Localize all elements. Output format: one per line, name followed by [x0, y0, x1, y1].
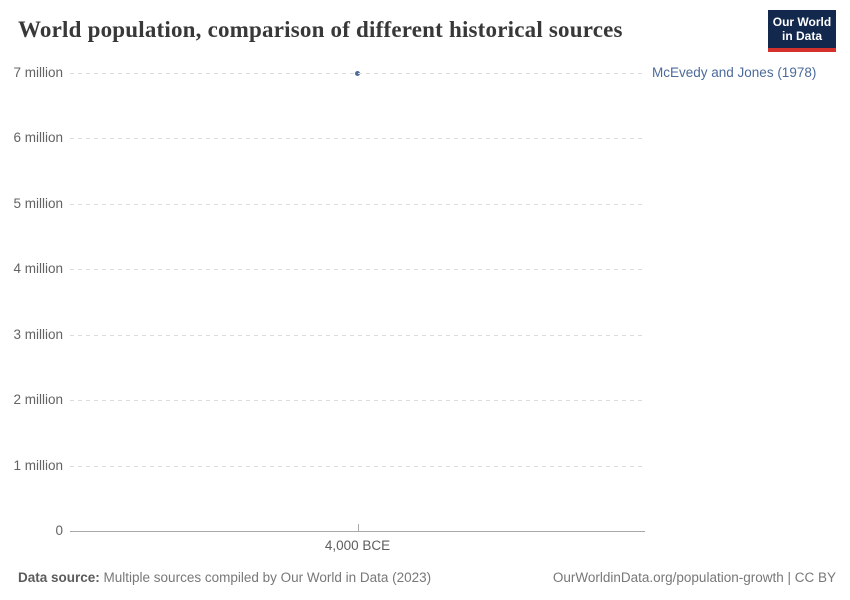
y-tick-label: 0 — [55, 523, 63, 538]
x-axis-tick-label: 4,000 BCE — [324, 538, 391, 553]
owid-logo-line2: in Data — [781, 29, 822, 43]
gridline — [70, 465, 645, 467]
data-source-label: Data source: — [18, 570, 100, 585]
gridline — [70, 73, 645, 74]
data-source-text: Multiple sources compiled by Our World i… — [99, 570, 432, 585]
x-axis-tick — [357, 524, 359, 531]
y-tick-label: 1 million — [13, 457, 63, 473]
gridline — [70, 334, 645, 336]
owid-logo[interactable]: Our World in Data — [768, 10, 836, 52]
gridline — [70, 203, 645, 205]
gridline — [70, 400, 645, 402]
gridline — [70, 138, 645, 140]
x-axis-line — [70, 531, 645, 532]
y-tick-label: 6 million — [13, 130, 63, 146]
y-tick-label: 3 million — [13, 326, 63, 342]
y-tick-label: 5 million — [13, 195, 63, 211]
owid-logo-line1: Our World — [772, 15, 832, 29]
y-tick-label: 7 million — [13, 65, 63, 80]
y-tick-label: 2 million — [13, 392, 63, 408]
legend-entry[interactable]: McEvedy and Jones (1978) — [652, 65, 817, 80]
chart-title: World population, comparison of differen… — [18, 17, 623, 42]
attribution-link[interactable]: OurWorldinData.org/population-growth | C… — [552, 570, 836, 585]
gridline — [70, 269, 645, 271]
data-source-note: Data source: Multiple sources compiled b… — [18, 569, 431, 586]
y-tick-label: 4 million — [13, 261, 63, 277]
chart-footer: Data source: Multiple sources compiled b… — [18, 569, 836, 586]
